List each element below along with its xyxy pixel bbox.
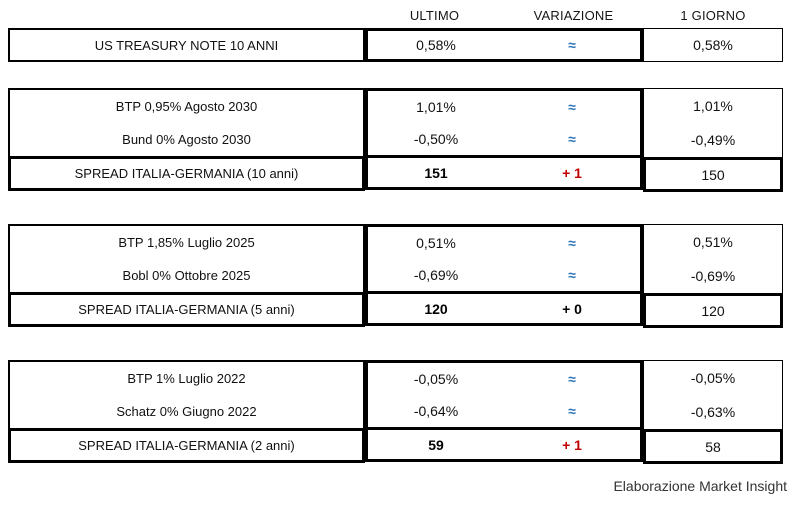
- instrument-label: Schatz 0% Giugno 2022: [116, 404, 257, 419]
- giorno-column: -0,05% -0,63% 58: [643, 360, 783, 464]
- instrument-column: BTP 1% Luglio 2022 Schatz 0% Giugno 2022 S…: [8, 360, 365, 463]
- variazione-approx-symbol: ≈: [568, 267, 576, 283]
- spread-label: SPREAD ITALIA-GERMANIA (2 anni): [78, 438, 295, 453]
- ultimo-variazione-cell-group: 0,58% ≈: [365, 28, 643, 62]
- spread-ultimo-value: 59: [428, 436, 444, 453]
- bond-block-3: BTP 1,85% Luglio 2025 Bobl 0% Ottobre 202…: [8, 224, 794, 328]
- ultimo-value: 0,51%: [416, 235, 456, 251]
- instrument-label: US TREASURY NOTE 10 ANNI: [94, 37, 279, 53]
- giorno-value: 0,58%: [693, 37, 733, 53]
- column-header-1-giorno: 1 GIORNO: [680, 8, 746, 23]
- value-row: -0,64% ≈: [368, 395, 640, 427]
- spread-giorno-value: 58: [705, 438, 721, 455]
- instrument-label: Bund 0% Agosto 2030: [122, 132, 251, 147]
- instrument-column: US TREASURY NOTE 10 ANNI: [8, 28, 365, 62]
- table-header: ULTIMO VARIAZIONE 1 GIORNO: [8, 5, 794, 26]
- giorno-value: -0,63%: [690, 404, 736, 420]
- variazione-approx-symbol: ≈: [568, 235, 576, 251]
- source-credit: Elaborazione Market Insight: [613, 478, 787, 494]
- giorno-column: 0,51% -0,69% 120: [643, 224, 783, 328]
- variazione-approx-symbol: ≈: [568, 37, 576, 53]
- ultimo-variazione-cell-group: 1,01% ≈ -0,50% ≈: [365, 88, 643, 158]
- spread-ultimo-value: 151: [424, 164, 448, 181]
- spread-label-cell: SPREAD ITALIA-GERMANIA (10 anni): [8, 156, 365, 191]
- spread-variazione-value: + 1: [562, 164, 582, 181]
- bond-block-2: BTP 0,95% Agosto 2030 Bund 0% Agosto 2030…: [8, 88, 794, 192]
- spread-label-cell: SPREAD ITALIA-GERMANIA (2 anni): [8, 428, 365, 463]
- ultimo-variazione-column: 1,01% ≈ -0,50% ≈151 + 1: [365, 88, 643, 190]
- bond-block-1: US TREASURY NOTE 10 ANNI 0,58% ≈0,58%: [8, 28, 794, 62]
- value-row: 0,51% ≈: [368, 227, 640, 259]
- spread-value-row: 151 + 1: [368, 158, 640, 187]
- instrument-column: BTP 0,95% Agosto 2030 Bund 0% Agosto 2030…: [8, 88, 365, 191]
- column-header-variazione: VARIAZIONE: [533, 8, 614, 23]
- giorno-cell-group: 1,01% -0,49%: [643, 88, 783, 158]
- spread-variazione-value: + 1: [562, 436, 582, 453]
- bond-blocks-container: US TREASURY NOTE 10 ANNI 0,58% ≈0,58% BTP 0…: [0, 28, 794, 464]
- spread-value-row: 59 + 1: [368, 430, 640, 459]
- ultimo-value: 0,58%: [416, 37, 456, 53]
- spread-value-cell: 120 + 0: [365, 291, 643, 326]
- giorno-cell-group: -0,05% -0,63%: [643, 360, 783, 430]
- spread-giorno-cell: 58: [643, 429, 783, 464]
- ultimo-variazione-cell-group: -0,05% ≈ -0,64% ≈: [365, 360, 643, 430]
- instrument-label: BTP 1,85% Luglio 2025: [118, 235, 255, 250]
- variazione-approx-symbol: ≈: [568, 371, 576, 387]
- ultimo-value: 1,01%: [416, 99, 456, 115]
- variazione-approx-symbol: ≈: [568, 131, 576, 147]
- value-row: -0,50% ≈: [368, 123, 640, 155]
- spread-label: SPREAD ITALIA-GERMANIA (10 anni): [74, 166, 299, 181]
- spread-label-cell: SPREAD ITALIA-GERMANIA (5 anni): [8, 292, 365, 327]
- variazione-approx-symbol: ≈: [568, 99, 576, 115]
- ultimo-variazione-column: 0,51% ≈ -0,69% ≈120 + 0: [365, 224, 643, 326]
- spread-giorno-cell: 150: [643, 157, 783, 192]
- ultimo-value: -0,69%: [413, 267, 459, 283]
- spread-label: SPREAD ITALIA-GERMANIA (5 anni): [78, 302, 295, 317]
- bond-block-4: BTP 1% Luglio 2022 Schatz 0% Giugno 2022 S…: [8, 360, 794, 464]
- ultimo-value: -0,64%: [413, 403, 459, 419]
- instrument-label: BTP 1% Luglio 2022: [127, 371, 246, 386]
- giorno-value: 0,51%: [693, 234, 733, 250]
- giorno-value: -0,05%: [690, 370, 736, 386]
- variazione-approx-symbol: ≈: [568, 403, 576, 419]
- spread-value-cell: 151 + 1: [365, 155, 643, 190]
- ultimo-value: -0,05%: [413, 371, 459, 387]
- ultimo-variazione-column: -0,05% ≈ -0,64% ≈59 + 1: [365, 360, 643, 462]
- ultimo-value: -0,50%: [413, 131, 459, 147]
- giorno-column: 1,01% -0,49% 150: [643, 88, 783, 192]
- value-row: -0,69% ≈: [368, 259, 640, 291]
- spread-value-row: 120 + 0: [368, 294, 640, 323]
- giorno-column: 0,58%: [643, 28, 783, 62]
- column-header-ultimo: ULTIMO: [409, 8, 460, 23]
- instrument-column: BTP 1,85% Luglio 2025 Bobl 0% Ottobre 202…: [8, 224, 365, 327]
- value-row: -0,05% ≈: [368, 363, 640, 395]
- giorno-value: -0,69%: [690, 268, 736, 284]
- instrument-label: Bobl 0% Ottobre 2025: [122, 268, 251, 283]
- spread-ultimo-value: 120: [424, 300, 448, 317]
- ultimo-variazione-cell-group: 0,51% ≈ -0,69% ≈: [365, 224, 643, 294]
- spread-giorno-value: 120: [701, 302, 725, 319]
- spread-table-page: ULTIMO VARIAZIONE 1 GIORNO US TREASURY N…: [0, 5, 794, 505]
- instrument-cell-group: BTP 0,95% Agosto 2030 Bund 0% Agosto 2030: [8, 88, 365, 158]
- giorno-value: 1,01%: [693, 98, 733, 114]
- instrument-cell-group: BTP 1% Luglio 2022 Schatz 0% Giugno 2022: [8, 360, 365, 430]
- value-row: 0,58% ≈: [368, 31, 640, 59]
- ultimo-variazione-column: 0,58% ≈: [365, 28, 643, 62]
- spread-value-cell: 59 + 1: [365, 427, 643, 462]
- instrument-label: BTP 0,95% Agosto 2030: [115, 99, 258, 114]
- spread-giorno-cell: 120: [643, 293, 783, 328]
- giorno-value: -0,49%: [690, 132, 736, 148]
- instrument-cell-group: BTP 1,85% Luglio 2025 Bobl 0% Ottobre 202…: [8, 224, 365, 294]
- giorno-cell-group: 0,51% -0,69%: [643, 224, 783, 294]
- instrument-cell-group: US TREASURY NOTE 10 ANNI: [8, 28, 365, 62]
- spread-variazione-value: + 0: [562, 300, 582, 317]
- giorno-cell-group: 0,58%: [643, 28, 783, 62]
- spread-giorno-value: 150: [701, 166, 725, 183]
- value-row: 1,01% ≈: [368, 91, 640, 123]
